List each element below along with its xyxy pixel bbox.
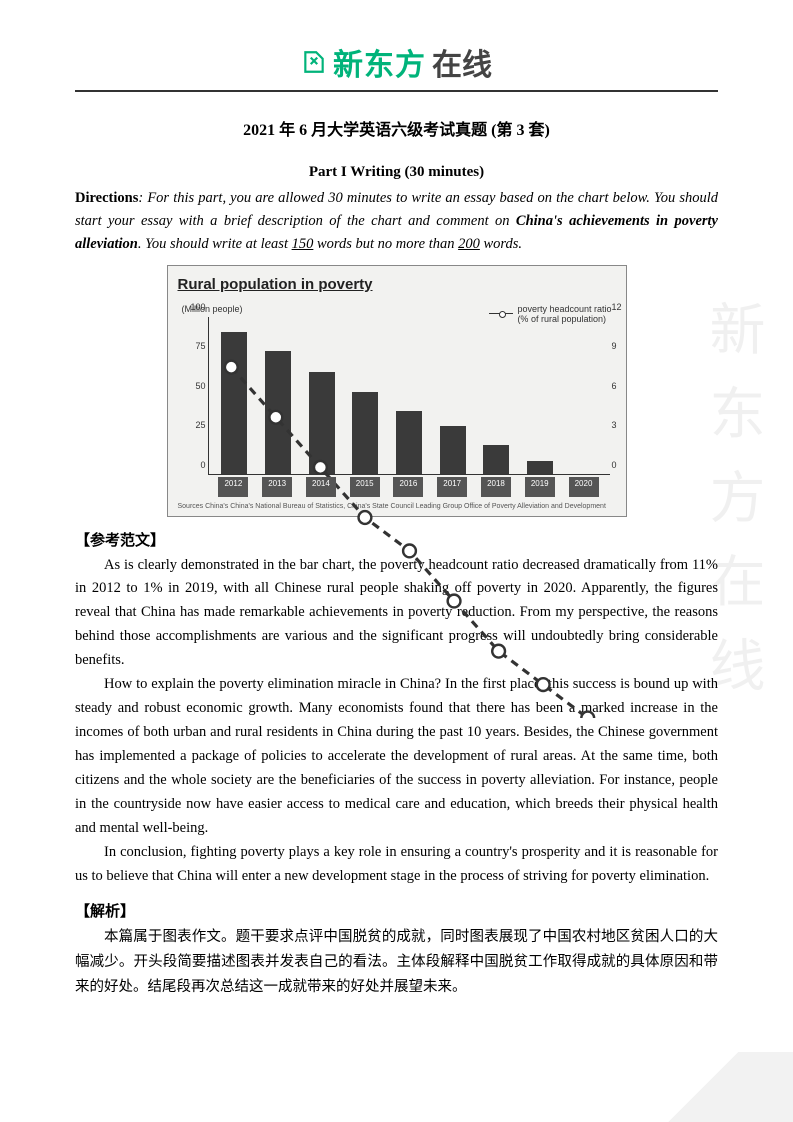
chart-source: Sources China's China's National Bureau … <box>178 503 616 510</box>
y-axis-right: 036912 <box>612 317 636 475</box>
page-content: 新东方在线 2021 年 6 月大学英语六级考试真题 (第 3 套) Part … <box>75 40 718 999</box>
x-label: 2014 <box>306 477 336 497</box>
sample-para-3: In conclusion, fighting poverty plays a … <box>75 841 718 889</box>
x-label: 2018 <box>481 477 511 497</box>
bar-2016 <box>396 411 422 474</box>
y-right-tick: 12 <box>612 302 636 312</box>
y-left-tick: 0 <box>182 460 206 470</box>
bar-2017 <box>440 426 466 473</box>
analysis-para: 本篇属于图表作文。题干要求点评中国脱贫的成就，同时图表展现了中国农村地区贫困人口… <box>75 925 718 999</box>
x-label: 2016 <box>393 477 423 497</box>
directions-under-2: 200 <box>458 236 480 252</box>
bar-2019 <box>527 461 553 474</box>
part-title: Part I Writing (30 minutes) <box>75 164 718 181</box>
chart-plot-area: 0255075100 036912 2012201320142015201620… <box>208 317 610 497</box>
chart-title: Rural population in poverty <box>178 276 616 293</box>
directions-text-c: words but no more than <box>313 236 458 252</box>
bars-group <box>209 317 610 474</box>
bar-2012 <box>221 332 247 473</box>
y-left-tick: 75 <box>182 341 206 351</box>
x-axis-labels: 2012 2013 2014 2015 2016 2017 2018 2019 2020 <box>208 477 610 497</box>
y-left-tick: 25 <box>182 420 206 430</box>
y-right-tick: 6 <box>612 381 636 391</box>
bar-2014 <box>309 372 335 474</box>
analysis-heading: 【解析】 <box>75 900 718 921</box>
header-rule <box>75 90 718 92</box>
page-title: 2021 年 6 月大学英语六级考试真题 (第 3 套) <box>75 116 718 140</box>
directions-text-b: . You should write at least <box>138 236 292 252</box>
bar-2013 <box>265 351 291 473</box>
x-label: 2015 <box>350 477 380 497</box>
x-label: 2019 <box>525 477 555 497</box>
brand-logo: 新东方在线 <box>301 40 492 84</box>
directions-block: Directions: For this part, you are allow… <box>75 187 718 257</box>
x-label: 2013 <box>262 477 292 497</box>
y-right-tick: 3 <box>612 420 636 430</box>
y-left-tick: 50 <box>182 381 206 391</box>
sample-para-2: How to explain the poverty elimination m… <box>75 673 718 840</box>
logo-bar: 新东方在线 <box>75 40 718 84</box>
bar-2015 <box>352 392 378 474</box>
x-label: 2017 <box>437 477 467 497</box>
brand-text-2: 在线 <box>432 40 492 84</box>
directions-text-d: words. <box>480 236 522 252</box>
bar-2018 <box>483 445 509 473</box>
plot-box <box>208 317 610 475</box>
sample-heading: 【参考范文】 <box>75 529 718 550</box>
x-label: 2012 <box>218 477 248 497</box>
footer-decoration <box>613 1052 793 1122</box>
x-label: 2020 <box>569 477 599 497</box>
sample-para-1: As is clearly demonstrated in the bar ch… <box>75 554 718 674</box>
brand-text-1: 新东方 <box>333 40 426 84</box>
directions-label: Directions <box>75 190 138 206</box>
y-right-tick: 9 <box>612 341 636 351</box>
y-left-tick: 100 <box>182 302 206 312</box>
y-right-tick: 0 <box>612 460 636 470</box>
legend-line-icon <box>489 313 513 314</box>
directions-under-1: 150 <box>292 236 314 252</box>
bookmark-icon <box>301 49 327 75</box>
y-axis-left: 0255075100 <box>182 317 206 475</box>
chart-container: Rural population in poverty (Million peo… <box>167 265 627 517</box>
